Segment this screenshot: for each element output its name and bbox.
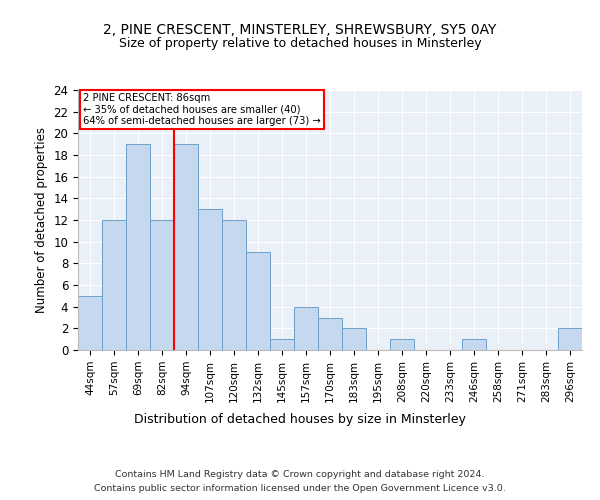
Text: 2, PINE CRESCENT, MINSTERLEY, SHREWSBURY, SY5 0AY: 2, PINE CRESCENT, MINSTERLEY, SHREWSBURY… (103, 22, 497, 36)
Bar (270, 339, 294, 350)
Bar (102, 220, 126, 350)
Bar (78, 296, 102, 350)
Text: 2 PINE CRESCENT: 86sqm
← 35% of detached houses are smaller (40)
64% of semi-det: 2 PINE CRESCENT: 86sqm ← 35% of detached… (83, 92, 321, 126)
Bar (222, 220, 246, 350)
Bar (126, 144, 150, 350)
Text: Size of property relative to detached houses in Minsterley: Size of property relative to detached ho… (119, 38, 481, 51)
Bar (246, 252, 270, 350)
Bar (174, 144, 198, 350)
Text: Contains public sector information licensed under the Open Government Licence v3: Contains public sector information licen… (94, 484, 506, 493)
Bar (318, 318, 342, 350)
Bar (150, 220, 174, 350)
Bar (342, 328, 366, 350)
Bar (198, 209, 222, 350)
Bar (294, 306, 318, 350)
Text: Distribution of detached houses by size in Minsterley: Distribution of detached houses by size … (134, 412, 466, 426)
Bar (462, 339, 486, 350)
Y-axis label: Number of detached properties: Number of detached properties (35, 127, 48, 313)
Bar (558, 328, 582, 350)
Bar (390, 339, 414, 350)
Text: Contains HM Land Registry data © Crown copyright and database right 2024.: Contains HM Land Registry data © Crown c… (115, 470, 485, 479)
